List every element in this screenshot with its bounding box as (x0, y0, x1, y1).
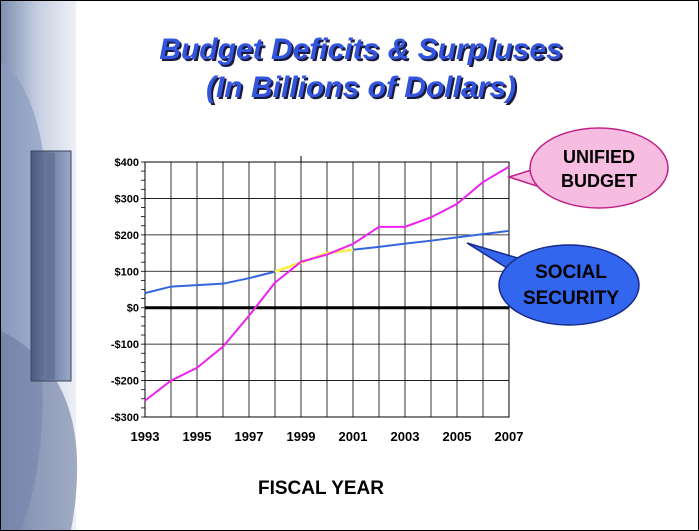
decor-pillar-shade (47, 153, 55, 379)
x-tick-label: 2007 (495, 429, 524, 444)
callout-label-ss-line2: SECURITY (523, 288, 619, 309)
y-tick-label: -$100 (111, 339, 139, 351)
y-tick-label: $0 (127, 303, 139, 315)
y-tick-label: -$300 (111, 412, 139, 424)
series-line-unified-budget (144, 165, 510, 402)
y-tick-label: $300 (115, 193, 139, 205)
x-tick-label: 1997 (235, 429, 264, 444)
decorative-side-bar (1, 1, 78, 530)
x-tick-label: 2005 (443, 429, 472, 444)
y-tick-label: -$200 (111, 376, 139, 388)
x-tick-label: 1995 (183, 429, 212, 444)
x-tick-label: 2003 (391, 429, 420, 444)
callout-label-ss-line1: SOCIAL (535, 262, 607, 283)
decor-swirl-lower (1, 331, 78, 530)
series-overlap-highlight (274, 248, 354, 273)
callout-social-security: SOCIAL SECURITY (466, 242, 640, 326)
chart-callouts: UNIFIED BUDGET SOCIAL SECURITY (466, 127, 669, 326)
callout-bubble (529, 127, 669, 209)
x-axis-tick-labels: 1993 1995 1997 1999 2001 2003 2005 2007 (131, 429, 524, 444)
y-tick-label: $400 (115, 157, 139, 169)
callout-label-unified-line1: UNIFIED (563, 147, 635, 167)
callout-label-unified-line2: BUDGET (561, 171, 637, 191)
chart-grid (141, 156, 510, 418)
chart-subtitle: (In Billions of Dollars) (205, 71, 516, 104)
chart-series (144, 165, 510, 402)
y-tick-label: $200 (115, 230, 139, 242)
y-axis-tick-labels: $400 $300 $200 $100 $0 -$100 -$200 -$300 (111, 157, 139, 424)
callout-bubble (498, 244, 640, 326)
x-tick-label: 1999 (287, 429, 316, 444)
callout-unified-budget: UNIFIED BUDGET (506, 127, 669, 209)
x-axis-title: FISCAL YEAR (258, 478, 384, 499)
chart-title: Budget Deficits & Surpluses (159, 33, 563, 66)
x-tick-label: 1993 (131, 429, 160, 444)
x-tick-label: 2001 (339, 429, 368, 444)
y-tick-label: $100 (115, 266, 139, 278)
